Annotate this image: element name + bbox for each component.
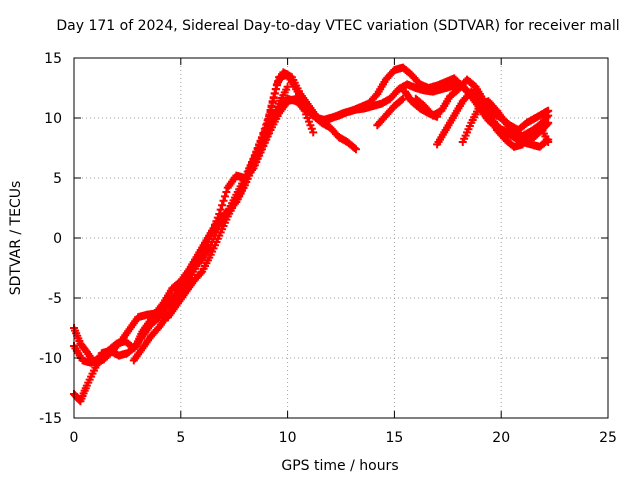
y-tick-label: 15 xyxy=(44,51,62,67)
data-point xyxy=(283,82,292,91)
data-points xyxy=(70,63,553,406)
data-point xyxy=(351,145,360,154)
data-point xyxy=(271,85,280,94)
data-point xyxy=(544,106,553,115)
data-point xyxy=(216,205,225,214)
data-point xyxy=(196,269,205,278)
data-point xyxy=(398,94,407,103)
data-point xyxy=(397,96,406,104)
data-point xyxy=(272,81,281,90)
data-point xyxy=(270,89,279,98)
axis-ticks: 0 5 10 15 20 25 -15 -10 -5 0 5 10 15 xyxy=(39,51,617,446)
x-axis-label: GPS time / hours xyxy=(281,458,398,474)
y-axis-label: SDTVAR / TECUs xyxy=(8,181,24,296)
y-tick-label: 5 xyxy=(53,171,62,187)
y-tick-label: -15 xyxy=(39,411,62,427)
data-point xyxy=(220,192,229,201)
data-point xyxy=(309,128,318,137)
series-trace-9 xyxy=(458,97,553,151)
y-tick-label: 0 xyxy=(53,231,62,247)
series-trace-8 xyxy=(433,87,553,151)
x-tick-label: 25 xyxy=(599,430,617,446)
data-point xyxy=(222,188,231,196)
data-point xyxy=(273,77,282,86)
x-tick-label: 0 xyxy=(70,430,79,446)
data-point xyxy=(269,93,278,102)
data-point xyxy=(267,101,276,110)
data-point xyxy=(215,210,224,218)
y-tick-label: 10 xyxy=(44,111,62,127)
x-tick-label: 10 xyxy=(279,430,297,446)
y-tick-label: -10 xyxy=(39,351,62,367)
x-tick-label: 5 xyxy=(176,430,185,446)
y-tick-label: -5 xyxy=(48,291,62,307)
series-trace-10 xyxy=(373,94,407,130)
data-point xyxy=(544,118,553,127)
data-point xyxy=(218,201,227,210)
series-trace-3 xyxy=(70,94,360,367)
series-trace-5 xyxy=(163,82,292,322)
chart-title: Day 171 of 2024, Sidereal Day-to-day VTE… xyxy=(56,18,619,34)
data-point xyxy=(268,97,277,106)
data-point xyxy=(542,136,551,145)
data-point xyxy=(219,196,228,205)
data-point xyxy=(544,135,553,144)
data-point xyxy=(350,144,359,152)
data-point xyxy=(433,112,442,121)
x-tick-label: 20 xyxy=(492,430,510,446)
x-tick-label: 15 xyxy=(385,430,403,446)
